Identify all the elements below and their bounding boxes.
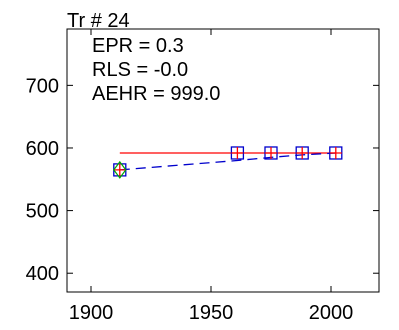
marker-plus-4 [329, 146, 342, 159]
marker-plus-1 [231, 146, 244, 159]
y-tick-label-3: 700 [26, 75, 59, 97]
tick-layer: 1900 1950 2000 400 500 600 700 [26, 29, 379, 324]
annotation-rls: RLS = -0.0 [92, 59, 188, 81]
series-layer [119, 152, 336, 171]
marker-plus-2 [265, 146, 277, 159]
y-tick-label-1: 500 [26, 201, 59, 223]
marker-diamond-0 [113, 160, 127, 179]
annotation-epr: EPR = 0.3 [92, 35, 184, 57]
marker-plus-0 [113, 163, 126, 176]
y-tick-label-2: 600 [26, 138, 59, 160]
plot-frame [66, 28, 380, 293]
chart-title: Tr # 24 [67, 10, 130, 32]
annotation-aehr: AEHR = 999.0 [92, 83, 220, 105]
x-tick-label-0: 1900 [69, 302, 114, 324]
x-tick-label-1: 1950 [189, 302, 234, 324]
marker-layer [113, 146, 343, 179]
series-line-1 [119, 152, 336, 171]
marker-plus-3 [296, 146, 309, 159]
x-tick-label-2: 2000 [309, 302, 354, 324]
y-tick-label-0: 400 [26, 263, 59, 285]
